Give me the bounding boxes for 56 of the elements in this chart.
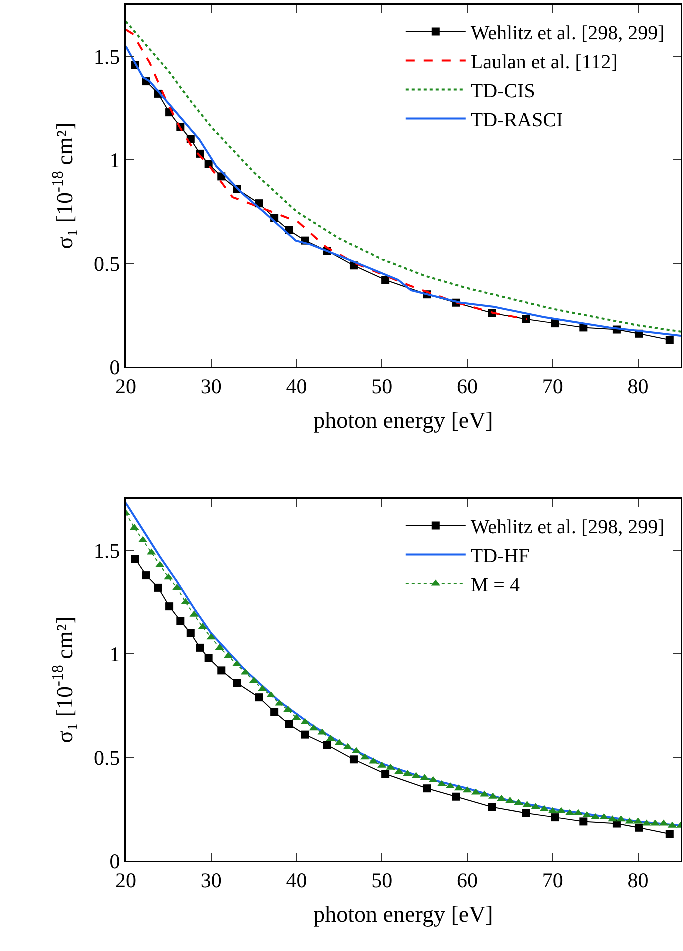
point — [166, 602, 174, 611]
point — [423, 784, 432, 793]
x-axis-title: photon energy [eV] — [314, 408, 494, 434]
x-tick-label: 30 — [200, 374, 222, 399]
point — [452, 792, 460, 801]
legend-label: TD-RASCI — [470, 110, 564, 132]
point — [635, 824, 644, 832]
legend-label: TD-CIS — [470, 80, 536, 103]
point — [186, 629, 195, 638]
point — [522, 809, 530, 818]
x-tick-label: 50 — [372, 374, 393, 399]
point — [142, 572, 150, 580]
point — [580, 818, 588, 826]
x-tick-label: 50 — [372, 868, 393, 893]
point — [324, 741, 332, 750]
legend-label: M = 4 — [470, 574, 520, 597]
x-tick-label: 40 — [286, 868, 308, 893]
legend-label: Laulan et al. [112] — [470, 52, 618, 74]
point — [154, 584, 162, 592]
point — [131, 554, 140, 563]
point — [176, 617, 185, 626]
point — [255, 694, 264, 702]
point — [488, 803, 496, 812]
point — [551, 320, 560, 328]
x-tick-label: 60 — [457, 374, 478, 399]
x-tick-label: 60 — [457, 868, 478, 893]
point — [382, 276, 390, 284]
y-tick-label: 1 — [110, 148, 120, 172]
point — [285, 720, 294, 728]
point — [551, 814, 560, 822]
point — [522, 315, 530, 324]
legend-label: Wehlitz et al. [298, 299] — [470, 22, 665, 45]
x-tick-label: 80 — [628, 374, 649, 399]
x-tick-label: 70 — [542, 868, 564, 893]
point — [196, 644, 204, 652]
x-tick-label: 30 — [200, 868, 222, 893]
x-tick-label: 80 — [628, 868, 649, 893]
legend-label: Wehlitz et al. [298, 299] — [470, 516, 665, 539]
point — [350, 756, 358, 764]
y-tick-label: 1.5 — [94, 539, 120, 564]
point — [301, 730, 310, 739]
y-tick-label: 1.5 — [94, 45, 120, 70]
point — [270, 708, 279, 716]
point — [218, 666, 226, 675]
point — [382, 770, 390, 778]
legend-label: TD-HF — [470, 546, 530, 568]
y-tick-label: 0.5 — [94, 746, 120, 770]
y-tick-label: 1 — [110, 642, 120, 666]
point — [204, 654, 213, 662]
point — [666, 830, 674, 838]
x-axis-title: photon energy [eV] — [314, 902, 494, 928]
point — [666, 336, 674, 344]
point — [233, 679, 241, 688]
y-tick-label: 0.5 — [94, 252, 120, 276]
x-tick-label: 70 — [542, 374, 564, 399]
x-tick-label: 40 — [286, 374, 308, 399]
